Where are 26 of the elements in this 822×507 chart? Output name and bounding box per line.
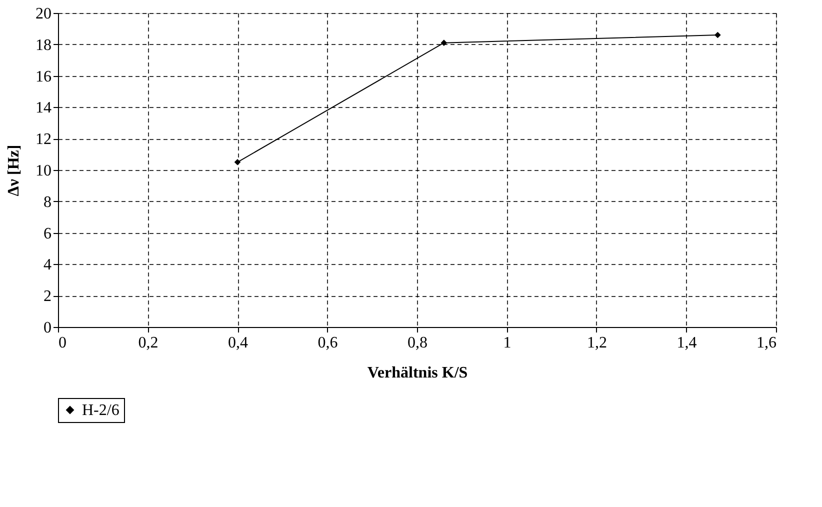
- x-tick-label: 0,4: [228, 334, 248, 352]
- y-tick-label: 2: [44, 288, 52, 306]
- y-tick-label: 8: [44, 194, 52, 211]
- x-tick-label: 1: [503, 334, 512, 352]
- x-axis-title: Verhältnis K/S: [367, 364, 468, 382]
- x-tick-label: 0: [58, 334, 66, 352]
- x-tick-label: 0,2: [138, 334, 158, 352]
- x-tick-label: 1,4: [676, 334, 697, 352]
- point: [714, 32, 721, 38]
- y-tick-label: 0: [44, 320, 52, 336]
- y-tick-label: 18: [36, 36, 52, 54]
- y-tick-label: 10: [36, 162, 52, 180]
- x-tick-label: 0,6: [318, 334, 338, 352]
- y-axis-title: Δν [Hz]: [6, 144, 22, 196]
- y-tick-label: 6: [44, 225, 52, 242]
- x-tick-label: 1,2: [587, 334, 607, 352]
- legend-label: H-2/6: [82, 402, 120, 419]
- y-tick-label: 14: [36, 100, 52, 117]
- point: [234, 158, 241, 166]
- point: [440, 40, 448, 46]
- y-tick-label: 20: [36, 6, 52, 22]
- x-tick-label: 1,6: [756, 334, 776, 352]
- y-tick-label: 12: [36, 131, 52, 148]
- y-tick-label: 4: [44, 256, 52, 274]
- y-tick-label: 16: [36, 68, 52, 86]
- x-tick-label: 0,8: [408, 334, 428, 352]
